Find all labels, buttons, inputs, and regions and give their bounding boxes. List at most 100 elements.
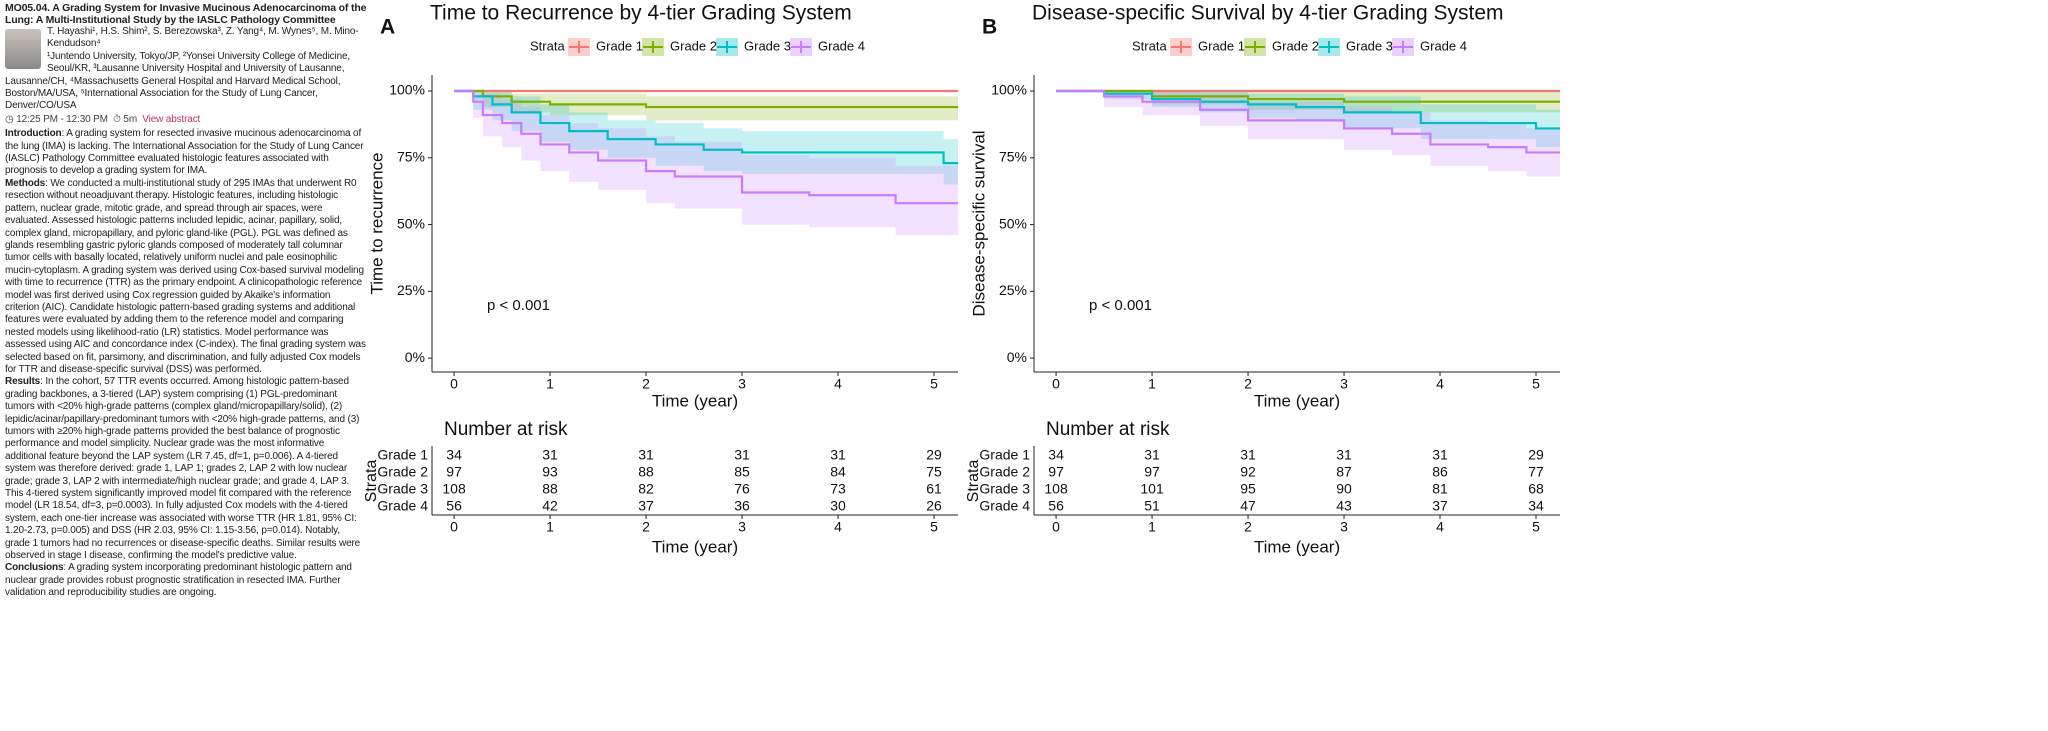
section-text: : We conducted a multi-institutional stu…	[5, 177, 366, 375]
x-tick-label: 2	[1244, 376, 1252, 392]
legend-label: Grade 4	[1420, 38, 1467, 53]
risk-row-label: Grade 3	[377, 481, 428, 497]
risk-count: 92	[1240, 464, 1256, 480]
risk-x-tick-label: 5	[930, 519, 938, 535]
session-time: 12:25 PM - 12:30 PM	[16, 113, 108, 125]
confidence-band	[454, 91, 958, 121]
risk-count: 68	[1528, 481, 1544, 497]
panel-label: A	[380, 16, 395, 39]
x-tick-label: 2	[642, 376, 650, 392]
confidence-band	[454, 91, 958, 236]
risk-count: 42	[542, 498, 558, 514]
y-axis-label: Time to recurrence	[367, 152, 386, 294]
abstract-section: Introduction: A grading system for resec…	[5, 128, 367, 178]
y-tick-label: 25%	[999, 282, 1027, 298]
risk-count: 31	[1240, 447, 1256, 463]
risk-count: 34	[1528, 498, 1544, 514]
risk-count: 108	[1044, 481, 1068, 497]
abstract-panel: MO05.04. A Grading System for Invasive M…	[5, 2, 367, 729]
author-photo	[5, 29, 41, 69]
risk-count: 31	[638, 447, 654, 463]
authors: T. Hayashi¹, H.S. Shim², S. Berezowska³,…	[47, 26, 359, 50]
risk-y-label: Strata	[965, 460, 982, 503]
y-tick-label: 0%	[1007, 349, 1027, 365]
risk-count: 47	[1240, 498, 1256, 514]
risk-row-label: Grade 4	[979, 498, 1030, 514]
risk-x-tick-label: 0	[450, 519, 458, 535]
risk-count: 43	[1336, 498, 1352, 514]
risk-x-tick-label: 2	[1244, 519, 1252, 535]
section-text: : A grading system for resected invasive…	[5, 128, 364, 177]
y-tick-label: 75%	[397, 148, 425, 164]
risk-count: 85	[734, 464, 750, 480]
risk-row-label: Grade 1	[377, 447, 428, 463]
survival-curve	[1056, 89, 1560, 103]
legend-label: Grade 3	[1346, 38, 1393, 53]
risk-row-label: Grade 3	[979, 481, 1030, 497]
risk-table-title: Number at risk	[444, 419, 568, 440]
risk-x-tick-label: 4	[1436, 519, 1444, 535]
risk-count: 37	[1432, 498, 1448, 514]
risk-x-label: Time (year)	[652, 537, 738, 556]
risk-count: 81	[1432, 481, 1448, 497]
y-tick-label: 100%	[991, 82, 1027, 98]
x-tick-label: 3	[738, 376, 746, 392]
risk-count: 29	[926, 447, 942, 463]
legend-label: Grade 2	[670, 38, 717, 53]
risk-x-tick-label: 2	[642, 519, 650, 535]
risk-x-tick-label: 3	[738, 519, 746, 535]
risk-count: 26	[926, 498, 942, 514]
section-heading: Methods	[5, 177, 46, 189]
x-tick-label: 3	[1340, 376, 1348, 392]
panel-label: B	[982, 16, 997, 39]
section-heading: Introduction	[5, 128, 62, 140]
risk-count: 88	[542, 481, 558, 497]
x-tick-label: 4	[1436, 376, 1444, 392]
risk-x-tick-label: 3	[1340, 519, 1348, 535]
abstract-sections: Introduction: A grading system for resec…	[5, 128, 367, 599]
abstract-section: Results: In the cohort, 57 TTR events oc…	[5, 376, 367, 562]
survival-curve	[1056, 89, 1560, 130]
chart-title: Disease-specific Survival by 4-tier Grad…	[1032, 2, 1504, 25]
x-tick-label: 5	[930, 376, 938, 392]
y-tick-label: 100%	[389, 82, 425, 98]
risk-row-label: Grade 1	[979, 447, 1030, 463]
survival-curve	[1056, 89, 1560, 154]
risk-table-title: Number at risk	[1046, 419, 1170, 440]
risk-count: 31	[734, 447, 750, 463]
abstract-section: Conclusions: A grading system incorporat…	[5, 562, 367, 599]
section-text: : In the cohort, 57 TTR events occurred.…	[5, 376, 361, 562]
risk-count: 34	[1048, 447, 1064, 463]
risk-count: 108	[442, 481, 466, 497]
chart-title: Time to Recurrence by 4-tier Grading Sys…	[430, 2, 852, 25]
risk-count: 97	[1144, 464, 1160, 480]
confidence-band	[1056, 91, 1560, 177]
legend-title: Strata	[530, 38, 565, 53]
risk-x-tick-label: 1	[546, 519, 554, 535]
view-abstract-link[interactable]: View abstract	[142, 113, 201, 125]
risk-x-tick-label: 1	[1148, 519, 1156, 535]
legend-label: Grade 3	[744, 38, 791, 53]
annotation: p < 0.001	[1089, 297, 1152, 314]
risk-count: 29	[1528, 447, 1544, 463]
risk-x-tick-label: 4	[834, 519, 842, 535]
section-heading: Results	[5, 376, 41, 388]
risk-x-tick-label: 5	[1532, 519, 1540, 535]
risk-count: 61	[926, 481, 942, 497]
legend-label: Grade 2	[1272, 38, 1319, 53]
x-tick-label: 4	[834, 376, 842, 392]
survival-curve	[454, 89, 958, 205]
risk-row-label: Grade 2	[377, 464, 428, 480]
legend-label: Grade 1	[596, 38, 643, 53]
annotation: p < 0.001	[487, 297, 550, 314]
x-tick-label: 0	[1052, 376, 1060, 392]
affiliations: ¹Juntendo University, Tokyo/JP, ²Yonsei …	[5, 50, 351, 112]
risk-count: 95	[1240, 481, 1256, 497]
risk-count: 90	[1336, 481, 1352, 497]
risk-count: 31	[542, 447, 558, 463]
x-tick-label: 5	[1532, 376, 1540, 392]
legend-label: Grade 4	[818, 38, 865, 53]
risk-count: 30	[830, 498, 846, 514]
y-tick-label: 0%	[405, 349, 425, 365]
